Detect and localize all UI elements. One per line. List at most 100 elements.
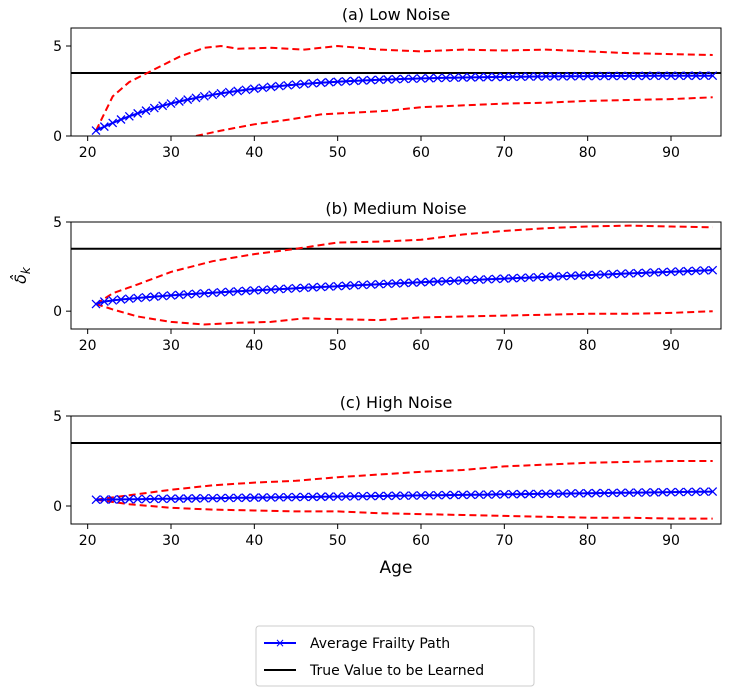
average-point [308,492,318,502]
average-point [591,71,601,81]
x-tick-label: 40 [245,145,263,161]
average-point [291,492,301,502]
average-point [149,494,159,504]
average-point [708,265,718,275]
average-point [566,271,576,281]
average-point [316,78,326,88]
average-point [408,278,418,288]
average-point [358,280,368,290]
average-point [574,271,584,280]
average-point [491,72,501,82]
plot-area-1 [71,224,721,326]
average-point [241,85,251,95]
average-point [191,289,201,299]
average-point [116,295,126,304]
average-point [349,76,359,86]
average-point [391,74,401,84]
panel-title: (c) High Noise [340,393,453,412]
axes-frame [70,27,722,137]
average-point [274,492,284,502]
y-tick-label: 5 [53,39,62,55]
y-tick-label: 0 [53,304,62,320]
average-point [108,495,118,504]
x-axis-label: Age [380,558,413,578]
average-point [374,75,384,85]
x-tick-label: 50 [329,533,347,549]
average-point [349,280,359,290]
average-point [533,272,543,282]
average-point [299,79,309,89]
average-point [583,270,593,280]
average-point [641,488,651,497]
average-point [174,290,184,300]
average-point [108,118,118,128]
average-point [616,269,626,279]
axes-frame [70,415,722,525]
average-point [474,490,484,500]
average-point [608,71,618,81]
x-tick-label: 80 [579,145,597,161]
panel-c: 20 30 40 50 60 70 80 90 0 5 (c) High Noise Age [53,393,722,578]
upper-band-line [95,44,713,132]
average-point [183,494,193,503]
average-point [416,73,426,83]
average-point [524,273,534,283]
average-point [633,488,643,498]
average-point [124,111,134,121]
average-point [224,493,234,503]
average-point [99,495,109,505]
average-point [249,84,259,94]
average-point [399,278,409,288]
average-point [116,115,126,124]
average-point [99,122,109,132]
x-tick-label: 50 [329,338,347,354]
average-point [291,283,301,293]
average-point [258,285,268,295]
average-point [649,487,659,497]
average-point [241,493,251,503]
average-point [308,78,318,88]
x-tick-label: 90 [662,533,680,549]
average-point [399,491,409,501]
average-point [616,488,626,498]
x-tick-label: 50 [329,145,347,161]
average-point [508,489,518,499]
plot-area-0 [71,44,721,136]
average-point [199,91,209,101]
average-point [499,72,509,82]
average-point [491,489,501,499]
x-tick-label: 20 [79,533,97,549]
average-point [599,270,609,279]
average-point [158,101,168,111]
lower-band-line [195,96,713,136]
average-point [349,491,359,501]
average-frailty-line [95,74,713,132]
average-point [649,71,659,81]
average-point [291,80,301,90]
average-point [699,487,709,497]
average-point [424,490,434,500]
x-tick-label: 30 [162,533,180,549]
x-tick-label: 90 [662,145,680,161]
average-point [483,490,493,500]
average-point [699,266,709,275]
lower-band-line [95,303,713,326]
average-point [316,492,326,502]
panel-a: 20 30 40 50 60 70 80 90 0 5 (a) Low Noise [53,5,722,161]
average-point [174,494,184,504]
average-point [358,491,368,501]
average-point [91,299,101,309]
average-point [416,490,426,500]
average-point [649,267,659,277]
average-point [541,489,551,499]
average-point [666,267,676,277]
x-tick-label: 20 [79,145,97,161]
average-point [166,290,176,300]
average-point [466,72,476,82]
average-point [208,90,218,100]
average-point [366,280,376,290]
average-point [383,491,393,501]
average-point [333,492,343,501]
average-point [624,71,634,81]
average-point [133,108,143,118]
